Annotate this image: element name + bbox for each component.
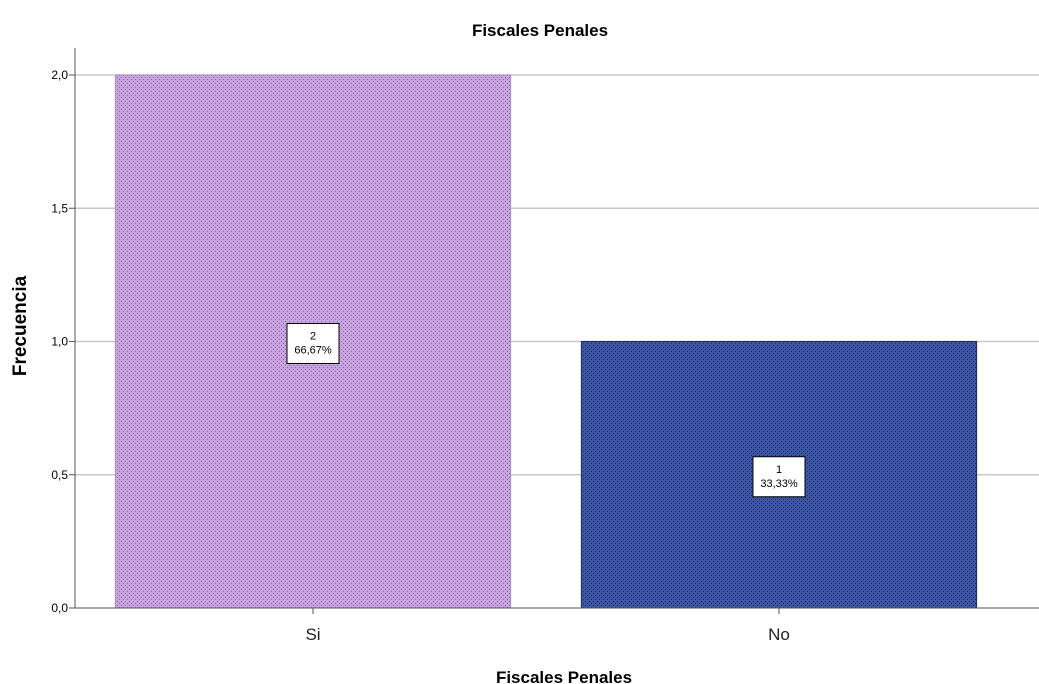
y-axis-label: Frecuencia	[10, 275, 31, 376]
y-tick-label: 1,0	[51, 335, 68, 349]
x-axis-label: Fiscales Penales	[496, 668, 632, 684]
data-label-percent: 33,33%	[760, 478, 798, 490]
y-tick-label: 0,0	[51, 601, 68, 615]
data-label-percent: 66,67%	[294, 345, 332, 357]
chart-title: Fiscales Penales	[472, 21, 608, 40]
bar-si	[114, 74, 512, 609]
x-tick-label: No	[768, 625, 790, 644]
data-label-count: 2	[310, 331, 316, 343]
data-label-count: 1	[776, 464, 782, 476]
y-tick-label: 1,5	[51, 201, 68, 215]
x-tick-label: Si	[305, 625, 320, 644]
x-axis-ticks: Si No	[305, 608, 790, 644]
y-axis-ticks: 0,0 0,5 1,0 1,5 2,0	[51, 68, 75, 615]
y-tick-label: 0,5	[51, 468, 68, 482]
y-tick-label: 2,0	[51, 68, 68, 82]
data-label-box	[286, 323, 340, 364]
data-label-box	[752, 456, 806, 498]
data-labels: 2 66,67% 1 33,33%	[286, 323, 806, 498]
